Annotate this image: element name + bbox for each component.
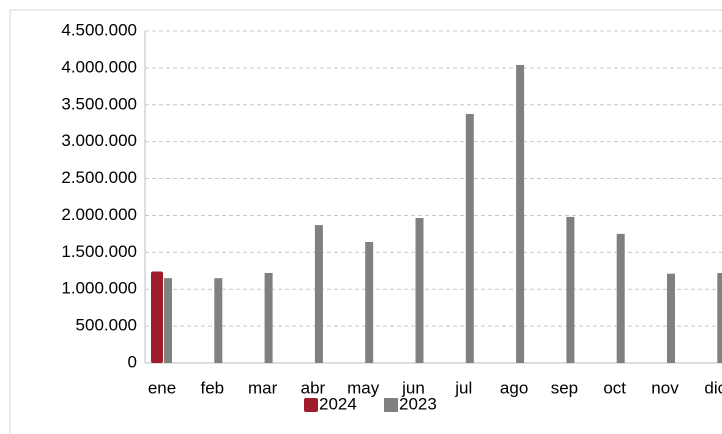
- y-tick-label: 0: [128, 352, 137, 371]
- x-tick-label: oct: [603, 378, 626, 397]
- y-tick-label: 4.500.000: [61, 20, 137, 39]
- y-tick-label: 1.000.000: [61, 279, 137, 298]
- x-tick-label: nov: [651, 378, 679, 397]
- x-tick-label: abr: [301, 378, 326, 397]
- x-tick-label: ene: [148, 378, 176, 397]
- bar: [151, 271, 163, 363]
- legend-label: 2024: [319, 394, 357, 413]
- chart-frame: [9, 9, 722, 434]
- x-tick-label: jul: [454, 378, 472, 397]
- x-tick-label: mar: [248, 378, 278, 397]
- y-tick-label: 1.500.000: [61, 242, 137, 261]
- legend-swatch: [384, 398, 398, 412]
- x-tick-label: may: [347, 378, 380, 397]
- bar: [516, 64, 525, 363]
- x-tick-label: ago: [500, 378, 528, 397]
- bar: [667, 273, 675, 363]
- bar: [616, 233, 625, 363]
- bar: [214, 278, 223, 363]
- y-tick-label: 3.500.000: [61, 94, 137, 113]
- legend-label: 2023: [399, 394, 437, 413]
- bar: [164, 278, 172, 363]
- bar: [465, 114, 474, 363]
- x-tick-label: feb: [200, 378, 224, 397]
- x-tick-label: dic: [704, 378, 722, 397]
- bar: [566, 216, 575, 363]
- bar: [314, 225, 323, 363]
- y-tick-label: 2.500.000: [61, 168, 137, 187]
- y-tick-label: 500.000: [76, 316, 137, 335]
- legend-swatch: [304, 398, 318, 412]
- y-tick-label: 4.000.000: [61, 57, 137, 76]
- bar: [365, 242, 374, 363]
- x-tick-label: sep: [551, 378, 578, 397]
- y-tick-label: 3.000.000: [61, 131, 137, 150]
- y-tick-label: 2.000.000: [61, 205, 137, 224]
- x-tick-label: jun: [401, 378, 425, 397]
- bar: [415, 218, 424, 363]
- bar: [264, 272, 273, 363]
- bar: [717, 272, 722, 363]
